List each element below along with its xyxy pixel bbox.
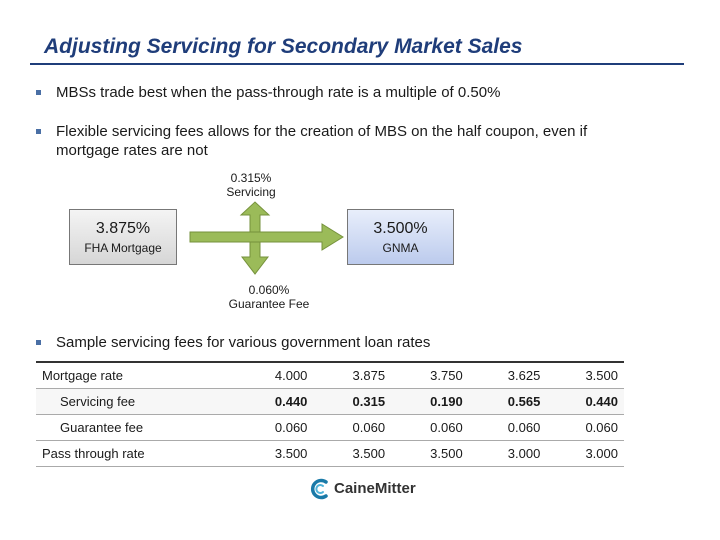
table-cell: 4.000 xyxy=(235,361,314,389)
row-label: Mortgage rate xyxy=(36,361,236,389)
row-label: Guarantee fee xyxy=(36,414,236,441)
bullet-square-icon xyxy=(36,90,41,95)
guarantee-value: 0.060% xyxy=(248,283,290,297)
table-cell: 0.060 xyxy=(235,414,314,441)
bullet-text: Sample servicing fees for various govern… xyxy=(56,334,431,351)
table-row-mortgage-rate: Mortgage rate 4.000 3.875 3.750 3.625 3.… xyxy=(36,361,624,389)
servicing-arrow-up xyxy=(239,201,271,233)
table-cell: 0.315 xyxy=(313,388,392,415)
fha-label: FHA Mortgage xyxy=(84,241,162,255)
row-label: Pass through rate xyxy=(36,440,236,467)
fha-mortgage-box: 3.875% FHA Mortgage xyxy=(69,209,177,265)
table-cell: 3.500 xyxy=(235,440,314,467)
logo-mark-icon xyxy=(310,478,328,500)
table-cell: 0.060 xyxy=(468,414,547,441)
servicing-value: 0.315% xyxy=(230,171,272,185)
table-cell: 0.190 xyxy=(391,388,469,415)
table-cell: 3.000 xyxy=(468,440,547,467)
title-divider xyxy=(30,63,684,65)
table-cell: 0.060 xyxy=(546,414,624,441)
table-cell: 3.500 xyxy=(313,440,392,467)
table-cell: 0.060 xyxy=(391,414,469,441)
slide-title: Adjusting Servicing for Secondary Market… xyxy=(44,35,523,58)
logo-text: CaineMitter xyxy=(334,480,416,497)
guarantee-annotation: 0.060% Guarantee Fee xyxy=(214,283,324,311)
servicing-label: Servicing xyxy=(226,185,276,199)
table-cell: 0.440 xyxy=(546,388,624,415)
table-row-pass-through-rate: Pass through rate 3.500 3.500 3.500 3.00… xyxy=(36,440,624,467)
table-row-servicing-fee: Servicing fee 0.440 0.315 0.190 0.565 0.… xyxy=(36,388,624,415)
table-cell: 3.000 xyxy=(546,440,624,467)
fha-rate: 3.875% xyxy=(95,220,151,237)
table-cell: 3.500 xyxy=(546,361,624,389)
guarantee-label: Guarantee Fee xyxy=(228,297,310,311)
bullet-text: MBSs trade best when the pass-through ra… xyxy=(56,84,501,101)
row-label: Servicing fee xyxy=(36,388,236,415)
gnma-box: 3.500% GNMA xyxy=(347,209,454,265)
servicing-annotation: 0.315% Servicing xyxy=(196,171,306,199)
table-cell: 0.060 xyxy=(313,414,392,441)
table-cell: 3.875 xyxy=(313,361,392,389)
table-cell: 0.565 xyxy=(468,388,547,415)
table-row-guarantee-fee: Guarantee fee 0.060 0.060 0.060 0.060 0.… xyxy=(36,414,624,441)
bullet-square-icon xyxy=(36,129,41,134)
bullet-text-line2: mortgage rates are not xyxy=(56,142,208,159)
table-cell: 3.625 xyxy=(468,361,547,389)
table-cell: 3.500 xyxy=(391,440,469,467)
table-cell: 0.440 xyxy=(235,388,314,415)
bullet-square-icon xyxy=(36,340,41,345)
table-cell: 3.750 xyxy=(391,361,469,389)
servicing-fees-table: Mortgage rate 4.000 3.875 3.750 3.625 3.… xyxy=(36,361,624,467)
guarantee-arrow-down xyxy=(240,241,270,275)
main-flow-arrow xyxy=(189,223,344,251)
gnma-label: GNMA xyxy=(382,241,419,255)
bullet-text-line1: Flexible servicing fees allows for the c… xyxy=(56,123,588,140)
gnma-rate: 3.500% xyxy=(373,220,428,237)
